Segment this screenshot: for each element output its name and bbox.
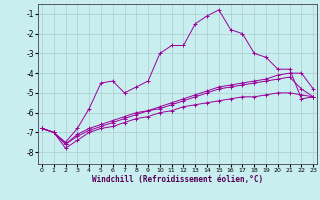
X-axis label: Windchill (Refroidissement éolien,°C): Windchill (Refroidissement éolien,°C): [92, 175, 263, 184]
